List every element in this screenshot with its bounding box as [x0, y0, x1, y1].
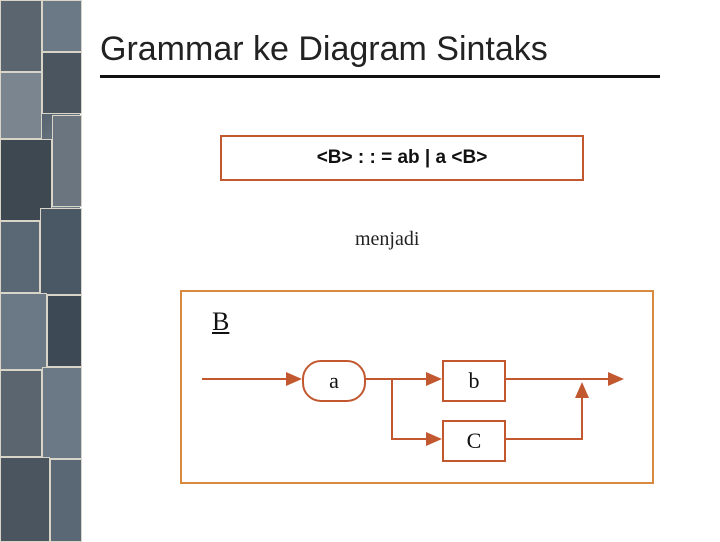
title-underline: [100, 75, 660, 78]
node-c: C: [442, 420, 506, 462]
node-b: b: [442, 360, 506, 402]
slide-title: Grammar ke Diagram Sintaks: [100, 30, 710, 69]
syntax-diagram: B a bC: [180, 290, 654, 484]
grammar-rule-box: <B> : : = ab | a <B>: [220, 135, 584, 181]
node-a: a: [302, 360, 366, 402]
diagram-arrows: [182, 292, 652, 482]
diagram-label-B: B: [212, 307, 229, 337]
transition-label: menjadi: [355, 228, 419, 251]
slide-content: Grammar ke Diagram Sintaks <B> : : = ab …: [90, 0, 710, 540]
stone-sidebar: [0, 0, 80, 540]
